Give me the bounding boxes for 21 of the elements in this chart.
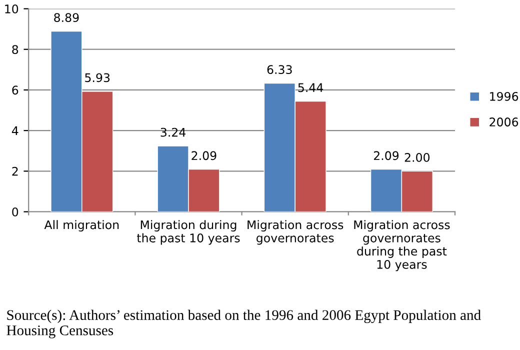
text: 2.09: [374, 151, 399, 160]
x-tick-label: Migration across governorates: [248, 220, 344, 245]
x-tick-label: Migration across governorates during the past 10 years: [354, 220, 450, 272]
text: 3.24: [160, 128, 186, 137]
x-tick-label: Migration during the past 10 years: [136, 220, 240, 245]
y-tick-label: 10: [5, 4, 18, 14]
legend-label: 1996: [490, 92, 518, 101]
text: 5.44: [298, 83, 324, 92]
source-note: Source(s): Authors’ estimation based on the 1996 and 2006 Egypt Population and Housing Censuses: [6, 310, 481, 338]
y-tick-label: 0: [12, 207, 18, 216]
text: 5.93: [85, 73, 110, 82]
text: 2.09: [192, 151, 216, 160]
y-tick-label: 2: [12, 166, 18, 176]
text: 8.89: [54, 13, 79, 22]
y-tick-label: 8: [12, 45, 18, 54]
legend-label: 2006: [490, 118, 518, 126]
text: 2.00: [404, 152, 430, 162]
y-tick-label: 4: [12, 126, 18, 136]
y-tick-label: 6: [12, 86, 18, 95]
x-tick-label: All migration: [44, 220, 119, 232]
text: 6.33: [267, 65, 292, 74]
